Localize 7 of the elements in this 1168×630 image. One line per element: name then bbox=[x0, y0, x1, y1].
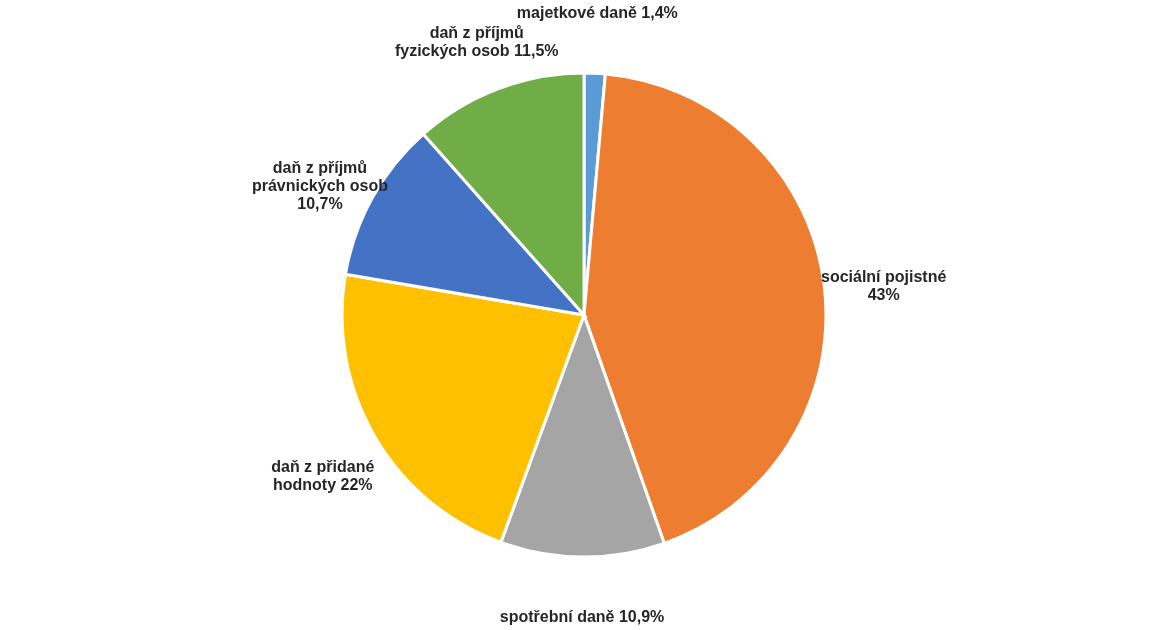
slice-label: daň z příjmů fyzických osob 11,5% bbox=[394, 23, 559, 59]
slice-label: daň z přidané hodnoty 22% bbox=[271, 457, 375, 493]
data-label: 43% bbox=[867, 286, 900, 304]
data-label: 10,7% bbox=[297, 195, 343, 213]
slice-label: sociální pojistné bbox=[820, 268, 947, 286]
slice-label: majetkové daně 1,4% bbox=[516, 4, 678, 22]
slice-label: spotřební daně 10,9% bbox=[499, 607, 665, 625]
